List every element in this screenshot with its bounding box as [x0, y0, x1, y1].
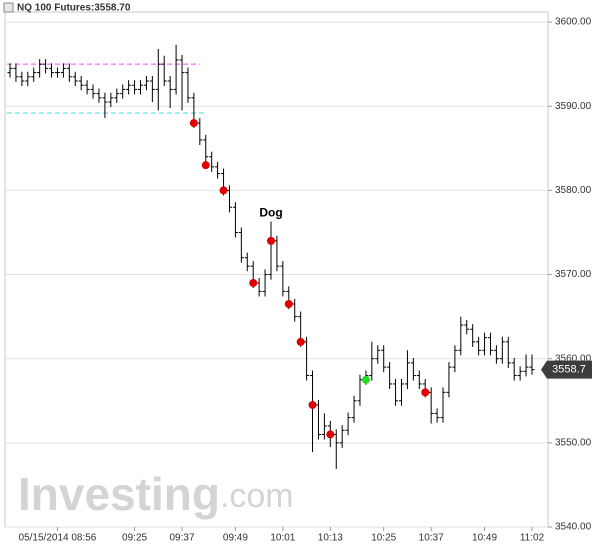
x-tick-label: 05/15/2014 08:56 — [19, 533, 97, 544]
price-tag — [541, 360, 592, 379]
signal-marker — [308, 400, 317, 409]
x-tick-label: 09:37 — [170, 533, 195, 544]
signal-marker — [326, 430, 335, 439]
y-tick-label: 3600.00 — [555, 17, 592, 28]
signal-marker — [189, 119, 198, 128]
signal-marker — [421, 388, 430, 397]
y-tick-label: 3580.00 — [555, 185, 592, 196]
signal-marker — [284, 300, 293, 309]
signal-marker — [249, 278, 258, 287]
y-tick-label: 3550.00 — [555, 437, 592, 448]
watermark-suffix: .com — [220, 477, 294, 515]
watermark-main: Investing — [18, 468, 220, 520]
chart-icon — [3, 2, 14, 13]
y-tick-label: 3570.00 — [555, 269, 592, 280]
x-tick-label: 10:01 — [270, 533, 295, 544]
x-tick-label: 09:25 — [122, 533, 147, 544]
x-tick-label: 10:25 — [371, 533, 396, 544]
y-tick-label: 3590.00 — [555, 101, 592, 112]
watermark: Investing.com — [18, 468, 294, 520]
signal-marker — [267, 236, 275, 245]
x-tick-label: 10:13 — [318, 533, 343, 544]
y-tick-label: 3560.00 — [555, 353, 592, 364]
signal-marker — [201, 161, 210, 170]
annotation: Dog — [259, 205, 282, 219]
signal-marker — [296, 337, 305, 346]
x-tick-label: 10:49 — [472, 533, 497, 544]
y-tick-label: 3540.00 — [555, 522, 592, 533]
x-tick-label: 10:37 — [419, 533, 444, 544]
chart-title: NQ 100 Futures:3558.70 — [17, 3, 131, 14]
x-tick-label: 11:02 — [520, 533, 545, 544]
signal-marker — [219, 186, 228, 195]
x-tick-label: 09:49 — [223, 533, 248, 544]
price-tag-label: 3558.7 — [552, 364, 586, 376]
signal-marker — [361, 375, 370, 384]
